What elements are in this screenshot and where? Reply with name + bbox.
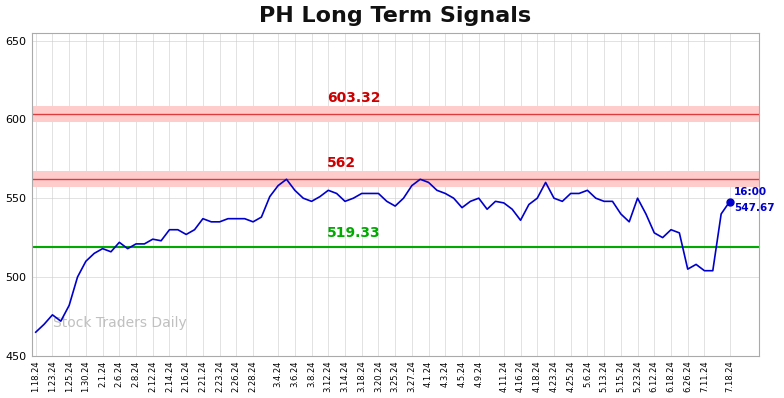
Text: Stock Traders Daily: Stock Traders Daily [53, 316, 187, 330]
Text: 547.67: 547.67 [734, 203, 775, 213]
Bar [31, 172, 759, 187]
Text: 16:00: 16:00 [734, 187, 767, 197]
Text: 603.32: 603.32 [327, 91, 380, 105]
Text: 519.33: 519.33 [327, 226, 381, 240]
Bar [31, 106, 759, 122]
Title: PH Long Term Signals: PH Long Term Signals [259, 6, 532, 25]
Text: 562: 562 [327, 156, 356, 170]
